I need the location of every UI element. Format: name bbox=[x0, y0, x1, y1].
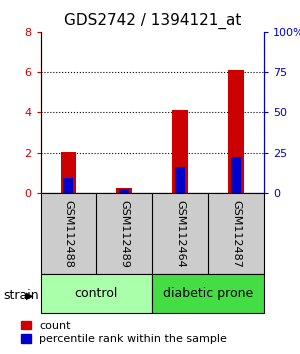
Text: ▶: ▶ bbox=[26, 291, 34, 301]
Bar bbox=[63, 178, 74, 193]
Bar bbox=[152, 274, 264, 313]
Bar bbox=[116, 188, 132, 193]
Bar bbox=[119, 189, 129, 193]
Legend: count, percentile rank within the sample: count, percentile rank within the sample bbox=[21, 321, 227, 344]
Bar bbox=[175, 167, 185, 193]
Title: GDS2742 / 1394121_at: GDS2742 / 1394121_at bbox=[64, 13, 241, 29]
Bar bbox=[61, 152, 76, 193]
Text: diabetic prone: diabetic prone bbox=[163, 287, 253, 300]
Text: GSM112464: GSM112464 bbox=[175, 200, 185, 268]
Text: GSM112489: GSM112489 bbox=[119, 200, 129, 268]
Text: GSM112487: GSM112487 bbox=[231, 200, 241, 268]
Text: strain: strain bbox=[3, 289, 39, 302]
Bar bbox=[172, 110, 188, 193]
Bar bbox=[40, 274, 152, 313]
Text: control: control bbox=[75, 287, 118, 300]
Bar bbox=[228, 70, 244, 193]
Bar bbox=[231, 157, 241, 193]
Text: GSM112488: GSM112488 bbox=[63, 200, 74, 268]
